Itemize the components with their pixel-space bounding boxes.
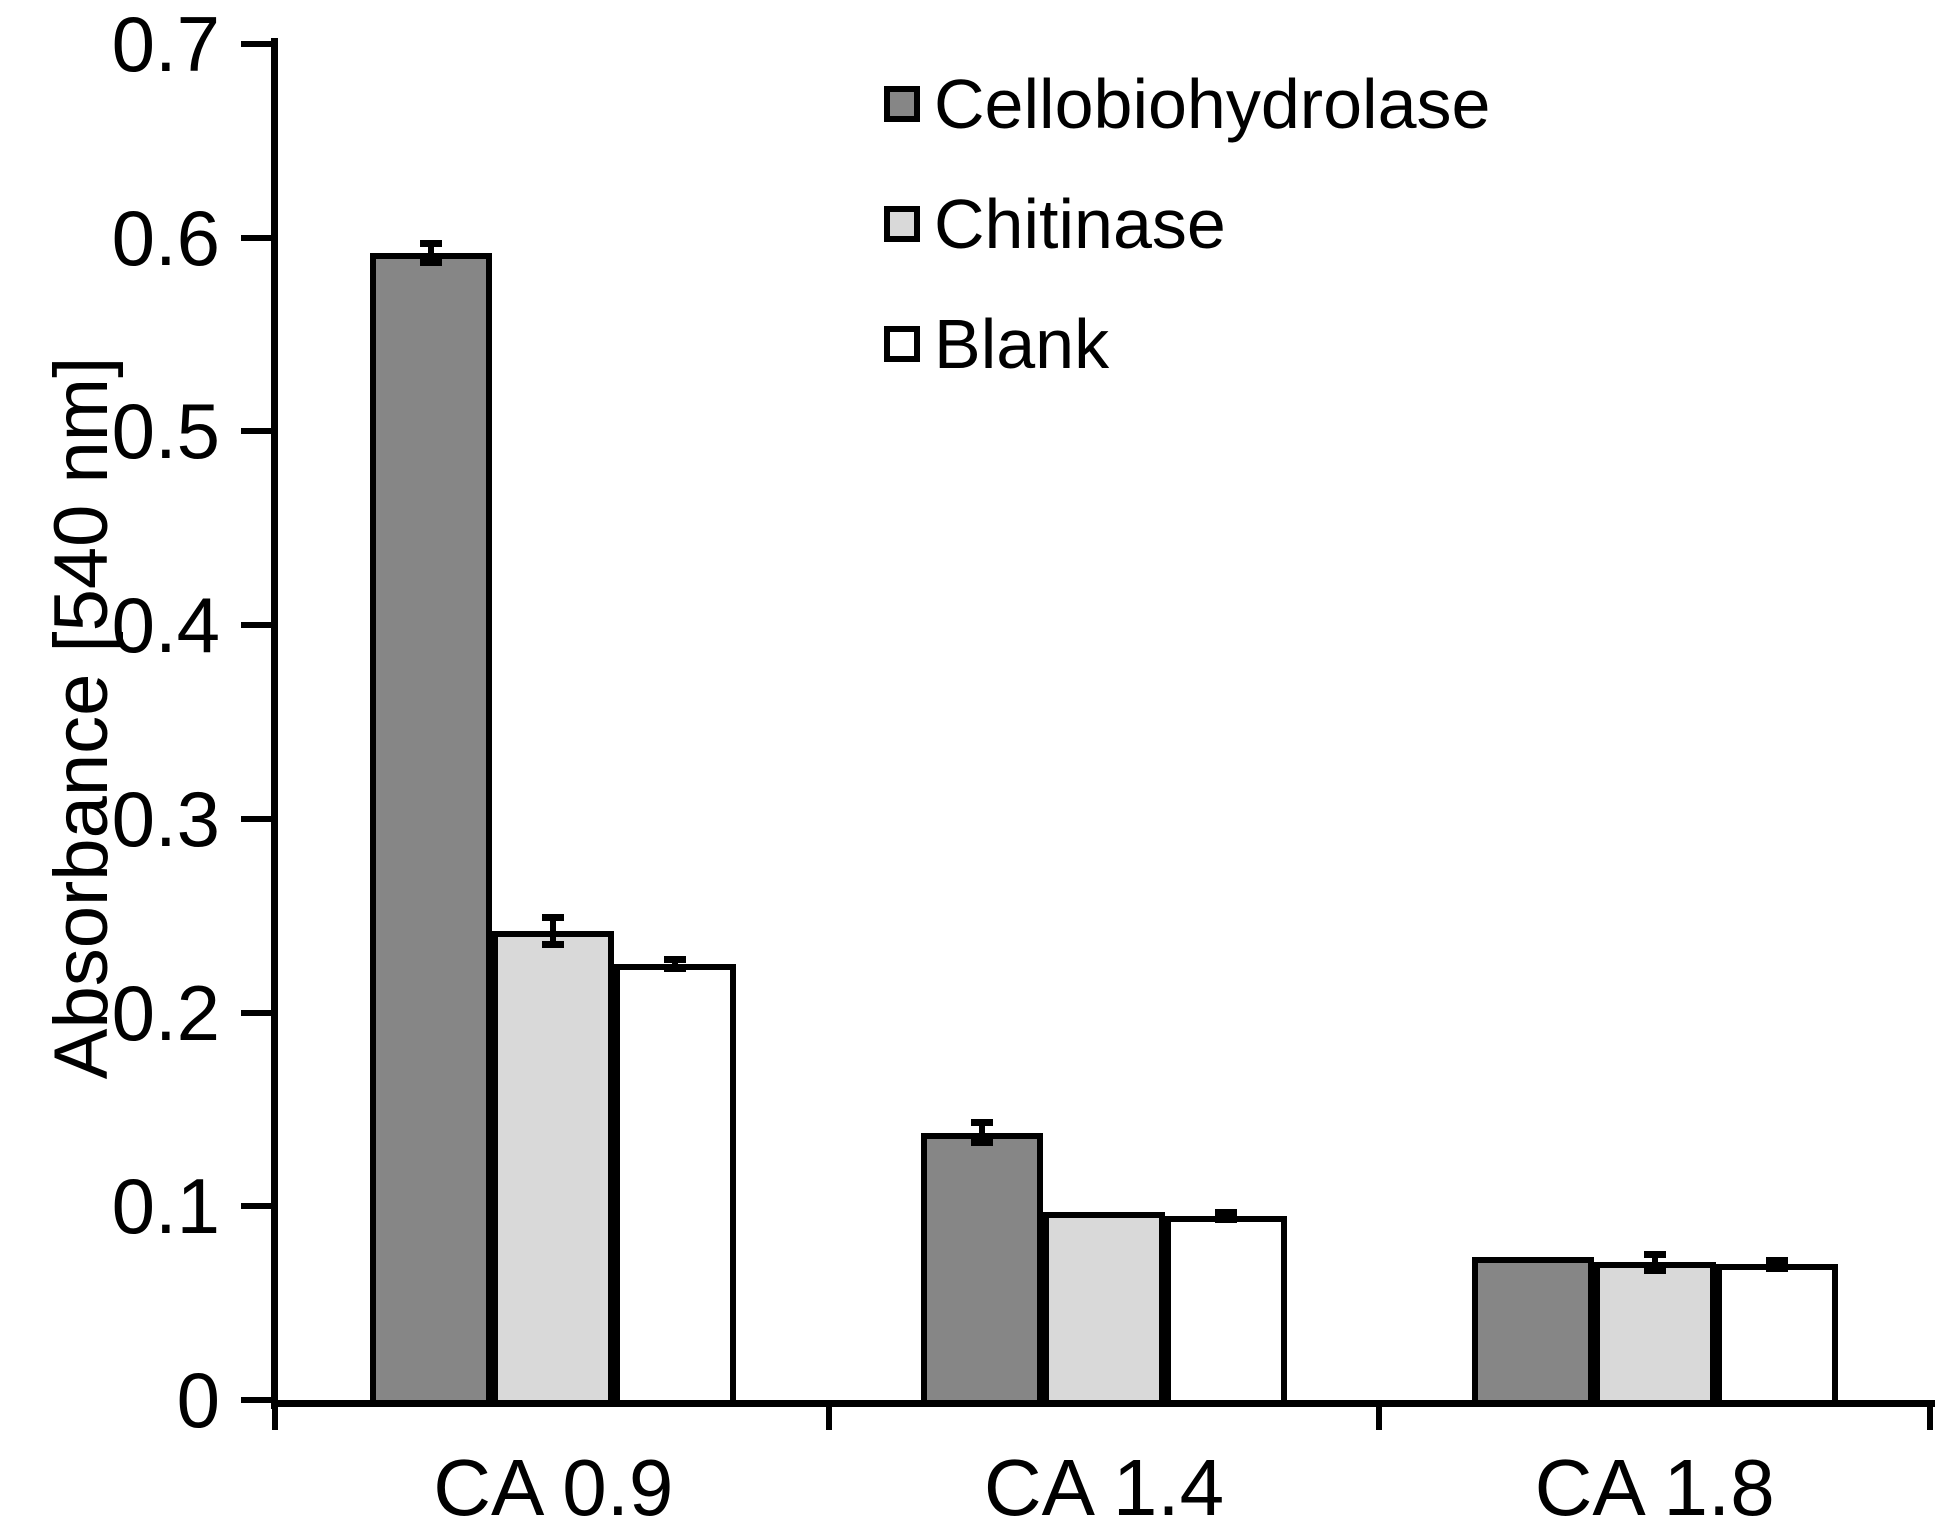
bar-chitinase-3: [1593, 1262, 1716, 1407]
error-bar-cap-bottom: [1215, 1216, 1237, 1224]
legend-label: Cellobiohydrolase: [934, 65, 1491, 143]
error-bar-blank-2: [1223, 1212, 1229, 1220]
error-bar-cap-top: [664, 955, 687, 963]
bar-blank-1: [614, 964, 737, 1407]
error-bar-cellobiohydrolase-1: [428, 243, 435, 263]
error-bar-cellobiohydrolase-2: [979, 1122, 985, 1143]
error-bar-cap-top: [1643, 1251, 1666, 1259]
error-bar-cap-bottom: [971, 1138, 993, 1146]
legend-label: Blank: [934, 305, 1110, 383]
error-bar-cap-top: [420, 240, 443, 248]
y-axis-tick: [241, 1203, 271, 1210]
legend-item-chitinase: Chitinase: [884, 186, 1490, 262]
bar-cellobiohydrolase-1: [370, 253, 493, 1407]
y-axis-tick-label: 0.3: [111, 774, 220, 863]
y-axis-tick: [241, 41, 271, 47]
legend-item-cellobiohydrolase: Cellobiohydrolase: [884, 66, 1490, 142]
x-axis-tick: [271, 1400, 278, 1430]
x-category-label: CA 0.9: [433, 1443, 674, 1532]
y-axis-tick-label: 0.6: [111, 193, 220, 282]
legend-swatch-blank: [884, 326, 920, 362]
error-bar-cap-bottom: [420, 259, 443, 267]
y-axis-tick-label: 0.2: [111, 968, 220, 1057]
y-axis-tick: [241, 815, 271, 822]
y-axis-tick: [241, 1397, 271, 1403]
y-axis-tick: [241, 234, 271, 241]
x-axis-tick: [1376, 1400, 1383, 1430]
x-axis-tick: [825, 1400, 832, 1430]
error-bar-chitinase-1: [550, 917, 557, 945]
error-bar-cap-top: [1765, 1257, 1788, 1265]
bar-blank-2: [1165, 1215, 1287, 1407]
error-bar-chitinase-3: [1651, 1254, 1658, 1271]
x-category-label: CA 1.8: [1534, 1443, 1775, 1532]
y-axis-tick-label: 0.5: [111, 387, 220, 476]
legend: Cellobiohydrolase Chitinase Blank: [884, 66, 1490, 426]
legend-item-blank: Blank: [884, 306, 1490, 382]
error-bar-cap-top: [542, 914, 565, 922]
x-axis-tick: [1927, 1400, 1933, 1430]
legend-swatch-cellobiohydrolase: [884, 86, 920, 122]
y-axis-tick: [241, 428, 271, 435]
y-axis-tick-label: 0.1: [111, 1162, 220, 1251]
bar-chitinase-1: [492, 931, 615, 1407]
bar-cellobiohydrolase-3: [1471, 1256, 1594, 1407]
error-bar-blank-1: [672, 959, 679, 969]
y-axis-tick: [241, 1009, 271, 1016]
bar-blank-3: [1715, 1264, 1838, 1407]
legend-swatch-chitinase: [884, 206, 920, 242]
error-bar-cap-bottom: [1643, 1266, 1666, 1274]
bar-chitinase-2: [1043, 1212, 1165, 1407]
y-axis-tick: [241, 622, 271, 629]
error-bar-blank-3: [1773, 1260, 1780, 1269]
legend-label: Chitinase: [934, 185, 1226, 263]
y-axis-line: [271, 38, 278, 1409]
error-bar-cap-top: [971, 1119, 993, 1127]
bar-cellobiohydrolase-2: [921, 1132, 1043, 1407]
y-axis-tick-label: 0.7: [111, 0, 220, 88]
error-bar-cap-bottom: [542, 941, 565, 949]
error-bar-cap-top: [1215, 1208, 1237, 1216]
y-axis-tick-label: 0.4: [111, 581, 220, 670]
y-axis-tick-label: 0: [176, 1356, 220, 1444]
error-bar-cap-bottom: [664, 965, 687, 973]
error-bar-cap-bottom: [1765, 1264, 1788, 1272]
x-axis-line: [271, 1399, 1935, 1407]
x-category-label: CA 1.4: [983, 1443, 1225, 1532]
